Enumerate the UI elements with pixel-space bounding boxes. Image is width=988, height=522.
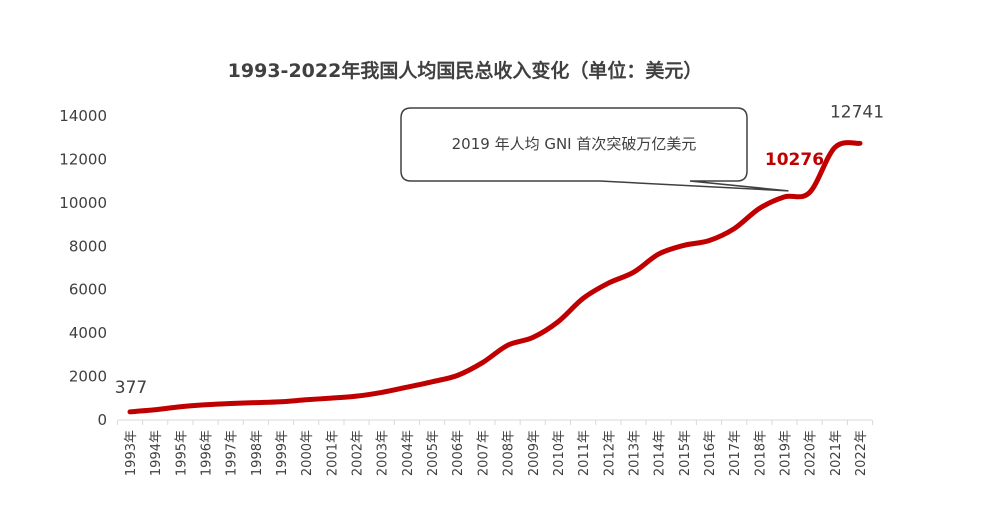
x-tick-label: 1994年	[149, 430, 164, 476]
x-tick-label: 2010年	[552, 430, 567, 476]
x-tick-label: 2003年	[376, 430, 391, 476]
callout-text: 2019 年人均 GNI 首次突破万亿美元	[452, 135, 697, 153]
callout-box	[400, 107, 789, 192]
x-tick-label: 2011年	[577, 430, 592, 476]
x-tick-label: 2007年	[476, 430, 491, 476]
series-layer	[127, 140, 863, 415]
y-tick-label: 2000	[69, 368, 107, 386]
x-tick-label: 2006年	[451, 430, 466, 476]
data-label: 12741	[830, 102, 884, 122]
x-tick-label: 2005年	[426, 430, 441, 476]
x-tick-label: 2022年	[854, 430, 869, 476]
x-tick-label: 2004年	[401, 430, 416, 476]
x-tick-label: 1995年	[174, 430, 189, 476]
x-tick-label: 2017年	[728, 430, 743, 476]
data-label: 377	[115, 378, 147, 398]
x-tick-label: 2009年	[527, 430, 542, 476]
y-tick-label: 8000	[69, 237, 107, 255]
data-label: 10276	[765, 150, 824, 170]
y-tick-label: 14000	[59, 107, 107, 125]
chart-title: 1993-2022年我国人均国民总收入变化（单位：美元）	[228, 59, 703, 82]
series-line	[127, 140, 863, 415]
x-tick-label: 2019年	[778, 430, 793, 476]
y-axis: 0 2000 4000 6000 8000 10000 12000 14000	[59, 107, 107, 429]
x-tick-label: 2008年	[502, 430, 517, 476]
x-tick-label: 1996年	[200, 430, 215, 476]
x-tick-label: 2021年	[829, 430, 844, 476]
x-tick-label: 2016年	[703, 430, 718, 476]
x-tick-label: 2001年	[325, 430, 340, 476]
x-axis: 1993年 1994年 1995年 1996年 1997年 1998年 1999年 2000年…	[116, 419, 874, 476]
y-tick-label: 4000	[69, 324, 107, 342]
x-tick-label: 2012年	[602, 430, 617, 476]
x-tick-label: 2014年	[653, 430, 668, 476]
x-tick-label: 2020年	[804, 430, 819, 476]
x-tick-label: 1993年	[124, 430, 139, 476]
x-tick-label: 1998年	[250, 430, 265, 476]
data-labels: 377 10276 12741	[115, 102, 884, 397]
y-tick-label: 10000	[59, 194, 107, 212]
y-tick-label: 0	[97, 411, 107, 429]
callout: 2019 年人均 GNI 首次突破万亿美元	[400, 107, 789, 192]
x-tick-label: 2018年	[753, 430, 768, 476]
y-tick-label: 12000	[59, 150, 107, 168]
x-tick-label: 2015年	[678, 430, 693, 476]
x-tick-label: 2002年	[351, 430, 366, 476]
x-tick-label: 1999年	[275, 430, 290, 476]
x-tick-label: 1997年	[225, 430, 240, 476]
y-tick-label: 6000	[69, 281, 107, 299]
x-tick-label: 2013年	[627, 430, 642, 476]
x-tick-label: 2000年	[300, 430, 315, 476]
